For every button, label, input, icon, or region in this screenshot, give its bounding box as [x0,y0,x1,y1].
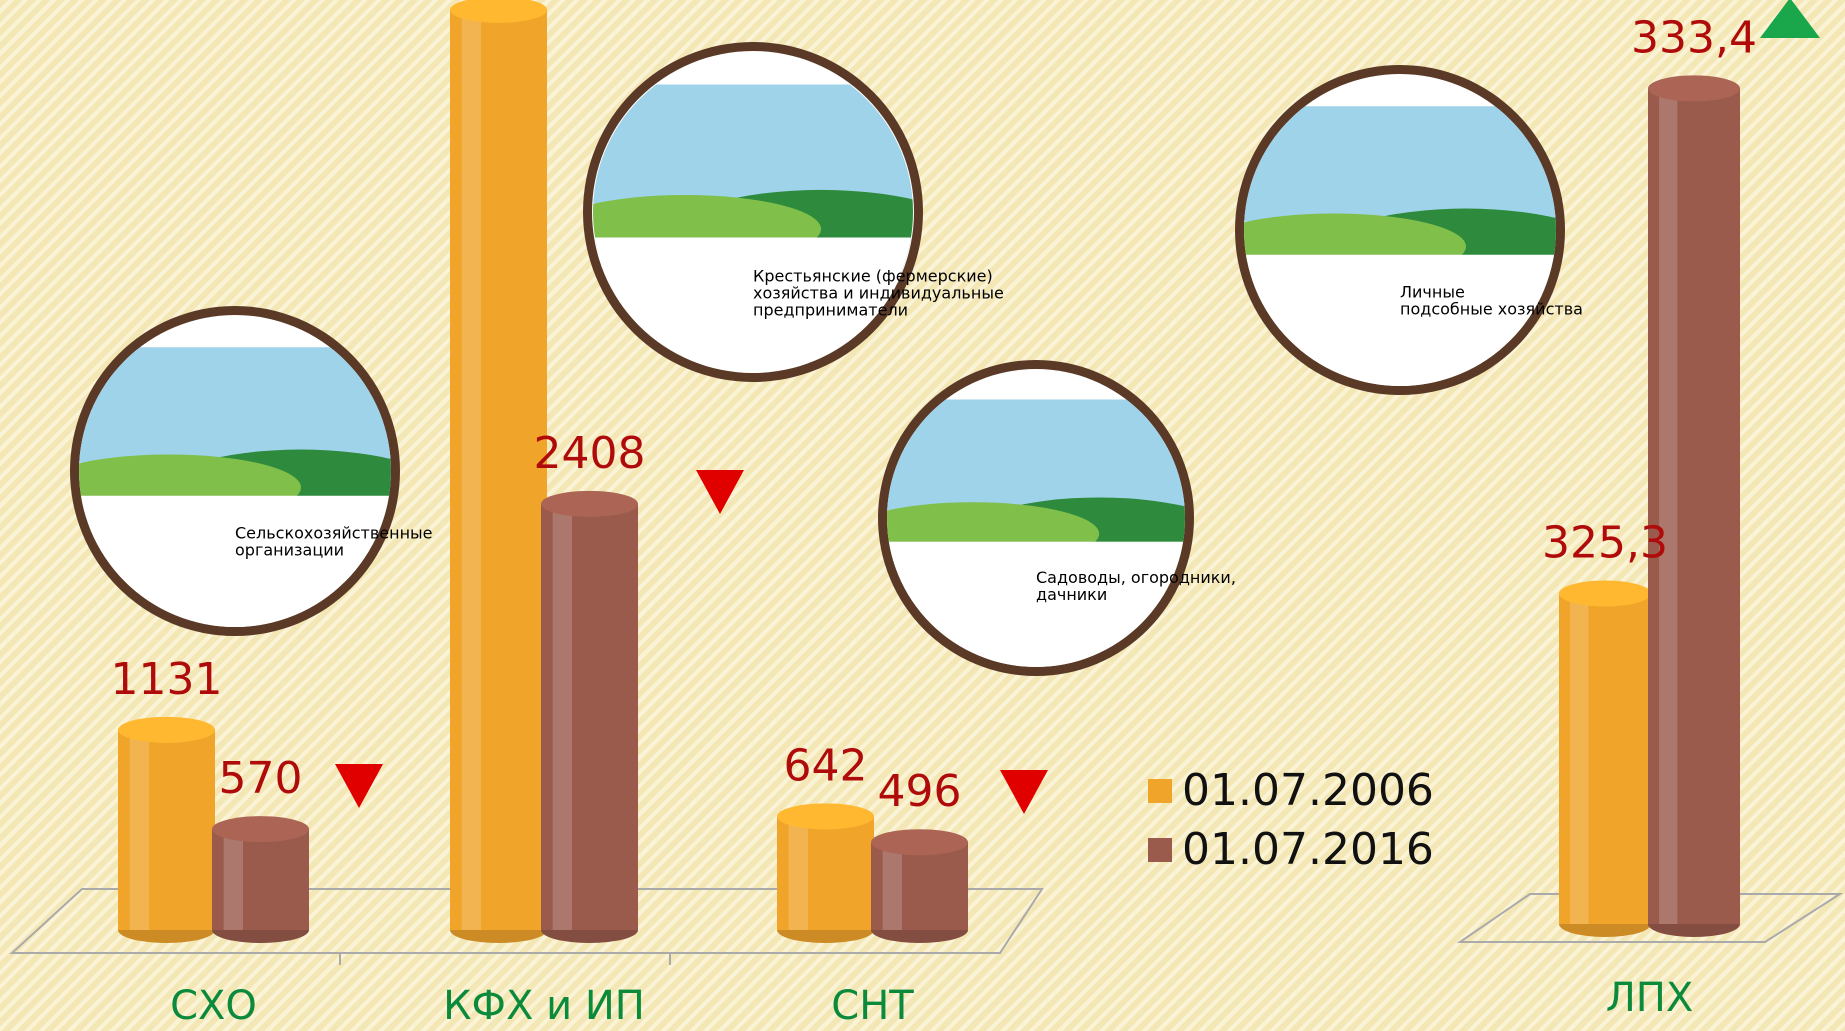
badge-text: Крестьянские (фермерские)хозяйства и инд… [753,266,1004,319]
bar [450,0,547,943]
bar-shine [462,10,481,930]
x-tick-label: СХО [170,983,257,1029]
value-label: 642 [784,740,868,791]
bar-top [871,829,968,855]
bar-shine [553,504,572,930]
bar-top [777,803,874,829]
legend-label: 01.07.2016 [1182,824,1434,875]
legend-label: 01.07.2006 [1182,765,1434,816]
badge: Садоводы, огородники,дачники [846,360,1241,700]
bar-shine [1659,88,1677,924]
bar [1559,581,1651,937]
bar [1648,75,1740,937]
bar-shine [1570,594,1588,924]
chart: Сельскохозяйственныеорганизации Крестьянс… [0,0,1845,1031]
x-tick-label: ЛПХ [1606,975,1694,1021]
bar-top [1559,581,1651,607]
bar-top [118,717,215,743]
slide: Сельскохозяйственныеорганизации Крестьянс… [0,0,1845,1031]
badge-line: предприниматели [753,300,908,319]
bar-top [1648,75,1740,101]
x-tick-label: КФХ и ИП [443,983,645,1029]
bar [118,717,215,943]
value-label: 1131 [111,654,223,705]
value-label: 2408 [534,428,646,479]
legend-swatch [1148,838,1172,862]
x-tick-label: СНТ [831,983,914,1029]
bar-shine [130,730,149,930]
badge: Крестьянские (фермерские)хозяйства и инд… [549,42,1004,408]
value-label: 496 [878,766,962,817]
bar-top [212,816,309,842]
badge-line: дачники [1036,585,1107,604]
bar-shine [789,816,808,930]
down-arrow [696,470,744,514]
bar [871,829,968,943]
bar [212,816,309,943]
value-label: 333,4 [1631,12,1757,63]
legend-swatch [1148,779,1172,803]
bar [777,803,874,943]
up-arrow [1760,0,1820,38]
bar-shine [883,842,902,930]
bar [541,491,638,943]
badge-line: подсобные хозяйства [1400,299,1583,318]
badge-line: организации [235,540,344,559]
down-arrow [335,764,383,808]
bar-shine [224,829,243,930]
bar-top [541,491,638,517]
down-arrow [1000,770,1048,814]
value-label: 325,3 [1542,518,1668,569]
value-label: 570 [219,753,303,804]
